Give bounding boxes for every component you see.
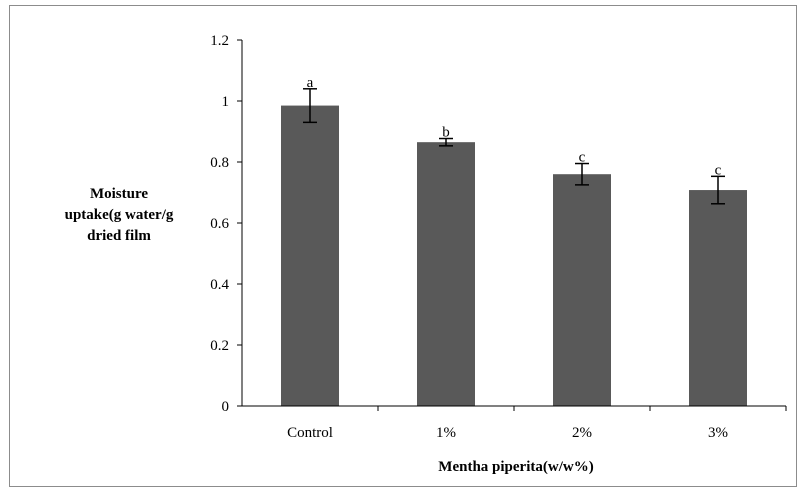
y-axis-title-line: Moisture: [90, 186, 148, 202]
bars: a b c c: [281, 75, 747, 407]
y-tick-label: 1.2: [210, 33, 229, 49]
y-tick-label: 0.4: [210, 277, 229, 293]
x-tick-label: Control: [287, 425, 333, 441]
significance-label: c: [579, 150, 586, 166]
x-tick-label: 2%: [572, 425, 592, 441]
bar-3pct: [689, 190, 747, 406]
chart-frame: [9, 5, 797, 487]
x-tick-label: 3%: [708, 425, 728, 441]
y-tick-label: 0.8: [210, 155, 229, 171]
bar-2pct: [553, 174, 611, 406]
x-tick-label: 1%: [436, 425, 456, 441]
y-tick-label: 0.2: [210, 338, 229, 354]
bar-control: [281, 105, 339, 406]
y-axis-title-line: uptake(g water/g: [65, 207, 174, 223]
x-axis-ticks: Control 1% 2% 3%: [287, 406, 787, 441]
significance-label: b: [442, 125, 450, 141]
bar-1pct: [417, 142, 475, 407]
significance-label: c: [715, 162, 722, 178]
y-tick-label: 0.6: [210, 216, 229, 232]
y-tick-label: 1: [222, 94, 230, 110]
significance-label: a: [307, 75, 314, 91]
y-tick-label: 0: [222, 399, 230, 415]
y-axis-ticks: 0 0.2 0.4 0.6 0.8 1 1.2: [210, 33, 242, 415]
y-axis-title: Moisture uptake(g water/g dried film: [65, 186, 174, 244]
y-axis-title-line: dried film: [87, 228, 151, 244]
x-axis-title: Mentha piperita(w/w%): [438, 459, 593, 475]
